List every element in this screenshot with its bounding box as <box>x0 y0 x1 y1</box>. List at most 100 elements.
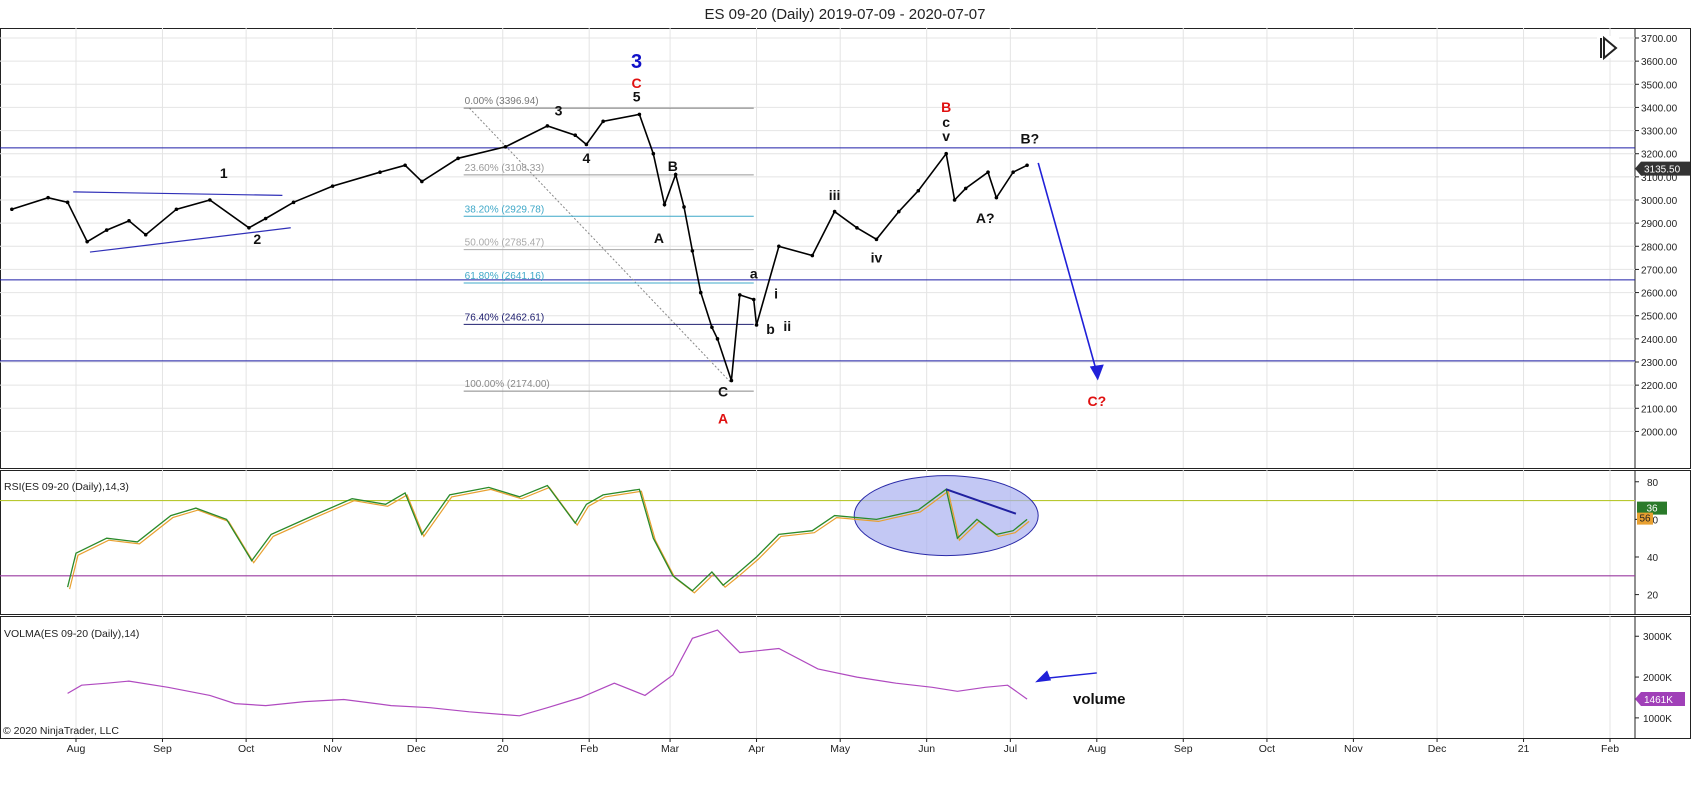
price-point <box>651 151 656 156</box>
price-point <box>952 198 957 202</box>
price-point <box>503 144 508 149</box>
price-tick-label: 2200.00 <box>1641 381 1678 392</box>
price-point <box>85 239 89 244</box>
price-tick-label: 3300.00 <box>1641 127 1678 138</box>
rsi-series-line <box>66 484 1028 592</box>
grid-lines <box>0 28 1635 738</box>
copyright-text: © 2020 NinjaTrader, LLC <box>3 725 119 737</box>
x-tick-label: Oct <box>238 743 254 755</box>
wave-label: B <box>941 99 951 115</box>
price-point <box>291 200 296 205</box>
trendline <box>89 227 291 253</box>
volma-label: VOLMA(ES 09-20 (Daily),14) <box>4 628 139 640</box>
price-tick-label: 3400.00 <box>1641 103 1678 114</box>
rsi-highlight-ellipse <box>853 475 1039 557</box>
x-tick-label: Feb <box>580 743 598 755</box>
price-point <box>810 253 815 258</box>
price-point <box>65 200 70 205</box>
x-tick-label: Nov <box>1344 743 1363 755</box>
x-tick-label: Aug <box>1087 743 1106 755</box>
price-point <box>1025 163 1029 168</box>
fib-level-label: 38.20% (2929.78) <box>465 204 545 215</box>
volma-value-marker <box>1635 692 1685 707</box>
last-price-label: 3135.50 <box>1644 165 1681 176</box>
fib-level-label: 61.80% (2641.16) <box>465 271 545 282</box>
wave-label: 2 <box>253 231 261 247</box>
chart-title: ES 09-20 (Daily) 2019-07-09 - 2020-07-07 <box>705 6 986 23</box>
wave-label: iv <box>871 249 883 265</box>
wave-label: ii <box>783 318 791 334</box>
trendline <box>73 191 283 196</box>
fib-level-label: 0.00% (3396.94) <box>465 96 539 107</box>
rsi-divergence-line <box>945 488 1017 515</box>
price-point <box>545 124 550 128</box>
rsi-signal-line <box>69 486 1030 594</box>
volume-arrow-line <box>1045 672 1097 680</box>
price-point <box>601 119 605 124</box>
x-tick-label: Jul <box>1004 743 1017 755</box>
wave-label: A? <box>976 210 995 226</box>
x-tick-label: 20 <box>497 743 509 755</box>
price-point <box>682 205 686 209</box>
price-tick-label: 3200.00 <box>1641 150 1678 161</box>
price-point <box>378 170 382 175</box>
price-point <box>143 232 148 237</box>
price-tick-label: 2900.00 <box>1641 219 1678 230</box>
x-tick-label: 21 <box>1518 743 1530 755</box>
rsi-signal-badge <box>1637 512 1653 525</box>
wave-label: 4 <box>583 150 591 166</box>
rsi-label: RSI(ES 09-20 (Daily),14,3) <box>4 481 129 493</box>
volma-tick-label: 2000K <box>1643 673 1672 684</box>
x-tick-label: Dec <box>1428 743 1447 755</box>
price-tick-label: 3500.00 <box>1641 80 1678 91</box>
wave-label: B <box>668 158 678 174</box>
price-point <box>330 184 335 188</box>
wave-label: iii <box>829 187 841 203</box>
price-tick-label: 2400.00 <box>1641 335 1678 346</box>
price-point <box>710 325 714 330</box>
wave-label: b <box>766 321 775 337</box>
price-point <box>127 219 131 223</box>
x-tick-label: Apr <box>748 743 765 755</box>
price-point <box>874 237 879 242</box>
wave-label: A <box>718 410 728 426</box>
price-tick-label: 2100.00 <box>1641 404 1678 415</box>
price-tick-label: 3000.00 <box>1641 196 1678 207</box>
volma-value-label: 1461K <box>1644 695 1673 706</box>
fib-level-label: 23.60% (3108.33) <box>465 163 545 174</box>
price-point <box>855 225 859 230</box>
wave-label: A <box>654 230 664 246</box>
rsi-value-label: 36 <box>1646 504 1658 515</box>
x-tick-label: Sep <box>153 743 172 755</box>
price-tick-label: 3100.00 <box>1641 173 1678 184</box>
price-point <box>673 172 678 177</box>
last-price-marker <box>1635 161 1690 176</box>
wave-label: i <box>774 285 778 301</box>
rsi-value-badge <box>1637 501 1667 515</box>
price-point <box>944 151 948 156</box>
collapse-icon[interactable] <box>1597 35 1619 61</box>
price-point <box>729 378 734 383</box>
volume-arrow-head <box>1035 670 1052 683</box>
price-point <box>573 133 578 137</box>
axes: Aug Sep Oct Nov Dec 20 Feb Mar Apr May Jun Jul Aug Se… <box>67 34 1690 755</box>
price-point <box>174 207 179 212</box>
panel-frames <box>0 28 1691 739</box>
price-point <box>690 249 695 253</box>
wave-label: 5 <box>633 89 641 105</box>
price-point <box>662 202 667 207</box>
rsi-signal-label: 56 <box>1639 514 1651 525</box>
price-tick-label: 2000.00 <box>1641 427 1678 438</box>
wave-label: c <box>942 114 950 130</box>
wave-label: C <box>718 384 728 400</box>
price-point <box>263 216 268 221</box>
x-tick-label: Dec <box>407 743 426 755</box>
price-point <box>963 186 968 191</box>
volume-annotation: volume <box>1073 691 1126 708</box>
price-point <box>986 170 990 175</box>
price-point <box>403 163 407 168</box>
x-tick-label: Feb <box>1601 743 1619 755</box>
price-point <box>916 188 921 193</box>
price-point <box>247 225 251 230</box>
